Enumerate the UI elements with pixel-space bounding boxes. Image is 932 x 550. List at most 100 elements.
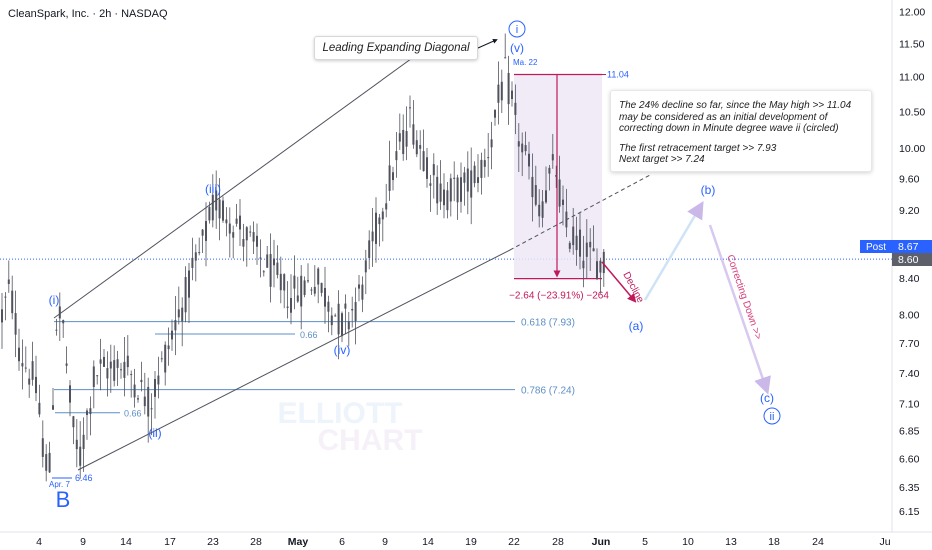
candle-body [568,242,571,249]
candle-body [235,218,238,224]
candle-body [364,260,367,273]
x-tick-label: 10 [682,536,694,548]
candle-body [160,358,163,360]
projection-up [643,200,704,301]
candle-body [245,227,248,241]
measure-high-label: 11.04 [607,69,629,79]
candle-body [225,219,228,224]
last-badge-bg [892,253,932,266]
x-axis: 4 9 14 17 23 28 May 6 9 14 19 22 28 Jun 5 10 13 18 24 Ju [36,536,891,548]
x-tick-label: 28 [552,536,564,548]
wave-label-ii: (ii) [148,426,161,440]
candle-body [415,140,418,155]
note-line-4: The first retracement target >> 7.93 [619,142,777,154]
x-tick-label: 14 [422,536,434,548]
candle-body [490,139,493,148]
measure-box [514,74,602,279]
candle-body [283,274,286,291]
high-date-label: Ma. 22 [513,58,538,67]
y-tick-label: 6.15 [899,506,920,518]
candle-body [426,157,428,179]
candle-body [262,271,265,273]
y-tick-label: 11.50 [899,38,925,50]
candle-body [75,439,78,450]
chart-title: CleanSpark, Inc. · 2h · NASDAQ [8,8,168,20]
candle-body [154,378,156,397]
candle-body [69,385,71,403]
candle-body [28,378,31,385]
candle-body [460,177,462,202]
candle-body [562,199,564,205]
candle-body [113,360,116,381]
x-tick-label: Jun [592,536,611,548]
candle-body [41,438,44,457]
candle-body [466,168,469,192]
candle-body [422,151,425,172]
candle-body [1,309,3,323]
x-tick-label: Ju [879,536,890,548]
candle-body [249,231,252,233]
wave-circle-ii [763,407,781,425]
y-tick-label: 7.40 [899,368,920,380]
candle-body [517,141,520,147]
y-tick-label: 8.00 [899,310,920,322]
y-tick-label: 12.00 [899,7,925,19]
candle-body [215,190,218,211]
candle-body [494,109,496,118]
candle-body [395,151,398,161]
candle-body [361,284,364,300]
candle-body [109,361,112,369]
candle-body [449,178,452,202]
candle-body [24,367,27,369]
candle-body [310,289,313,291]
candle-body [79,446,82,466]
candle-body [7,279,10,284]
watermark-line1: ELLIOTT [278,397,403,430]
candle-body [290,297,292,313]
candle-body [130,374,133,376]
candle-body [167,345,170,350]
candle-body [89,408,92,415]
correcting-down-label: Correcting Down >> [724,253,763,341]
candle-body [86,410,88,416]
candle-body [296,295,299,302]
candle-body [575,235,578,251]
candle-body [320,282,323,293]
candle-body [385,203,388,210]
candle-body [538,204,541,217]
candle-body [242,239,245,247]
candle-body [96,375,99,377]
wave-label-v: (v) [510,41,524,55]
x-tick-label: 23 [207,536,219,548]
candle-body [419,145,422,149]
candles [1,33,605,482]
x-tick-label: 9 [382,536,388,548]
y-tick-label: 7.10 [899,399,920,411]
candle-body [341,313,343,337]
candle-body [504,57,507,59]
lower-trendline-extension [509,174,651,251]
candle-body [307,280,309,282]
x-tick-label: 9 [80,536,86,548]
y-tick-label: 10.50 [899,106,925,118]
candle-body [273,258,275,266]
candle-body [48,452,51,473]
candle-body [378,217,381,225]
candle-body [279,273,282,291]
candle-body [72,416,75,428]
analysis-note: The 24% decline so far, since the May hi… [610,90,872,172]
candle-body [585,242,588,257]
candle-body [324,287,326,307]
candle-body [62,320,65,324]
x-tick-label: 18 [768,536,780,548]
candle-body [252,232,255,242]
candle-body [286,306,289,308]
candle-body [147,386,150,417]
candle-body [222,200,224,221]
candle-body [99,359,102,364]
candle-body [524,145,527,152]
candle-body [157,375,160,385]
wave-label-i: (i) [49,293,60,307]
candle-body [392,172,394,181]
